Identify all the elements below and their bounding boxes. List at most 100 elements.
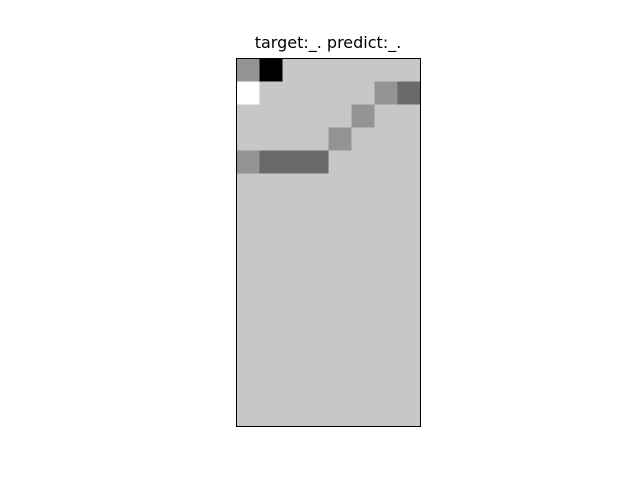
heatmap-cell xyxy=(397,380,421,404)
heatmap-cell xyxy=(351,81,375,105)
heatmap-cell xyxy=(397,288,421,312)
heatmap-cell xyxy=(374,357,398,381)
heatmap-cell xyxy=(328,150,352,174)
heatmap-cell xyxy=(236,58,260,82)
heatmap-cells xyxy=(236,58,421,427)
heatmap-cell xyxy=(397,311,421,335)
heatmap-cell xyxy=(328,380,352,404)
heatmap-cell xyxy=(236,150,260,174)
chart-title: target:_. predict:_. xyxy=(254,33,402,52)
heatmap-cell xyxy=(259,288,283,312)
heatmap-cell xyxy=(328,403,352,427)
heatmap-cell xyxy=(397,242,421,266)
heatmap-cell xyxy=(305,311,329,335)
heatmap-cell xyxy=(305,380,329,404)
heatmap-cell xyxy=(374,196,398,220)
heatmap-cell xyxy=(351,242,375,266)
heatmap-cell xyxy=(374,288,398,312)
heatmap-cell xyxy=(305,81,329,105)
heatmap-cell xyxy=(328,288,352,312)
heatmap-cell xyxy=(374,173,398,197)
heatmap-cell xyxy=(374,334,398,358)
heatmap-cell xyxy=(282,288,306,312)
heatmap-cell xyxy=(351,58,375,82)
heatmap-cell xyxy=(328,357,352,381)
heatmap-cell xyxy=(397,127,421,151)
heatmap-cell xyxy=(374,104,398,128)
heatmap-cell xyxy=(236,265,260,289)
heatmap-cell xyxy=(397,173,421,197)
heatmap-cell xyxy=(236,288,260,312)
heatmap-cell xyxy=(236,311,260,335)
heatmap-cell xyxy=(351,357,375,381)
heatmap-cell xyxy=(282,357,306,381)
heatmap-cell xyxy=(282,380,306,404)
heatmap-cell xyxy=(397,196,421,220)
heatmap-cell xyxy=(282,219,306,243)
heatmap-cell xyxy=(351,380,375,404)
heatmap-cell xyxy=(328,334,352,358)
heatmap-cell xyxy=(351,334,375,358)
heatmap-cell xyxy=(374,127,398,151)
heatmap-cell xyxy=(328,311,352,335)
heatmap-cell xyxy=(236,127,260,151)
heatmap-cell xyxy=(397,81,421,105)
heatmap-cell xyxy=(305,334,329,358)
plot-frame xyxy=(236,58,421,427)
heatmap-cell xyxy=(328,104,352,128)
heatmap-cell xyxy=(282,265,306,289)
heatmap-cell xyxy=(236,104,260,128)
heatmap-cell xyxy=(374,380,398,404)
heatmap-cell xyxy=(259,219,283,243)
heatmap-cell xyxy=(374,58,398,82)
heatmap-cell xyxy=(259,81,283,105)
heatmap-cell xyxy=(328,196,352,220)
heatmap-cell xyxy=(259,127,283,151)
heatmap-cell xyxy=(282,104,306,128)
heatmap-cell xyxy=(328,242,352,266)
heatmap-cell xyxy=(374,219,398,243)
heatmap-cell xyxy=(305,150,329,174)
heatmap-cell xyxy=(282,58,306,82)
heatmap-cell xyxy=(397,265,421,289)
heatmap-cell xyxy=(374,403,398,427)
heatmap-cell xyxy=(374,242,398,266)
heatmap-cell xyxy=(236,219,260,243)
heatmap-cell xyxy=(259,334,283,358)
heatmap-cell xyxy=(328,81,352,105)
heatmap-cell xyxy=(374,81,398,105)
heatmap-cell xyxy=(282,334,306,358)
heatmap-cell xyxy=(351,219,375,243)
heatmap-cell xyxy=(305,265,329,289)
heatmap-cell xyxy=(351,311,375,335)
heatmap-cell xyxy=(259,380,283,404)
heatmap-cell xyxy=(328,127,352,151)
heatmap-cell xyxy=(282,403,306,427)
heatmap-cell xyxy=(397,150,421,174)
heatmap-cell xyxy=(259,196,283,220)
heatmap-cell xyxy=(259,403,283,427)
heatmap-cell xyxy=(351,127,375,151)
heatmap-cell xyxy=(259,58,283,82)
heatmap-cell xyxy=(259,357,283,381)
heatmap-cell xyxy=(374,311,398,335)
heatmap-cell xyxy=(259,311,283,335)
heatmap-cell xyxy=(328,219,352,243)
heatmap-cell xyxy=(397,403,421,427)
heatmap-cell xyxy=(259,265,283,289)
heatmap-cell xyxy=(397,334,421,358)
heatmap-cell xyxy=(282,311,306,335)
heatmap-cell xyxy=(397,219,421,243)
heatmap-cell xyxy=(282,127,306,151)
heatmap-cell xyxy=(236,173,260,197)
heatmap-cell xyxy=(259,150,283,174)
heatmap-cell xyxy=(397,58,421,82)
heatmap-cell xyxy=(305,173,329,197)
heatmap-cell xyxy=(305,127,329,151)
heatmap-cell xyxy=(305,58,329,82)
heatmap-cell xyxy=(305,104,329,128)
heatmap-cell xyxy=(351,265,375,289)
heatmap-cell xyxy=(305,219,329,243)
heatmap-cell xyxy=(236,242,260,266)
